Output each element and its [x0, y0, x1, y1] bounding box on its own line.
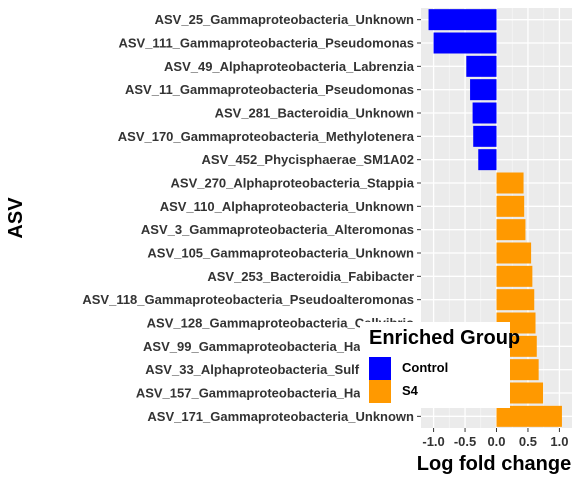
bar — [473, 125, 497, 147]
y-tick-label: ASV_128_Gammaproteobacteria_Cellvibrio — [147, 316, 414, 331]
bar — [496, 242, 532, 264]
x-tick-label: 0.0 — [487, 434, 505, 449]
y-tick-label: ASV_105_Gammaproteobacteria_Unknown — [147, 246, 414, 261]
bar — [496, 219, 526, 241]
y-tick-label: ASV_253_Bacteroidia_Fabibacter — [207, 269, 414, 284]
y-tick-label: ASV_452_Phycisphaerae_SM1A02 — [202, 152, 414, 167]
y-tick-label: ASV_25_Gammaproteobacteria_Unknown — [155, 12, 414, 27]
x-tick-label: 1.0 — [550, 434, 568, 449]
y-tick-label: ASV_281_Bacteroidia_Unknown — [215, 106, 414, 121]
y-tick-label: ASV_171_Gammaproteobacteria_Unknown — [147, 409, 414, 424]
x-tick-label: -0.5 — [454, 434, 476, 449]
x-axis-label: Log fold change — [417, 453, 571, 475]
y-axis-label: ASV — [5, 197, 27, 239]
x-tick-label: -1.0 — [422, 434, 444, 449]
bar — [428, 9, 497, 31]
y-tick-label: ASV_170_Gammaproteobacteria_Methylotener… — [118, 129, 415, 144]
legend-label-s4: S4 — [402, 383, 418, 398]
bar — [478, 149, 497, 171]
y-tick-label: ASV_33_Alphaproteobacteria_Sulfitobacter — [145, 362, 414, 377]
bar — [496, 265, 533, 287]
y-tick-label: ASV_110_Alphaproteobacteria_Unknown — [160, 199, 414, 214]
y-tick-label: ASV_118_Gammaproteobacteria_Pseudoaltero… — [82, 292, 414, 307]
y-tick-label: ASV_3_Gammaproteobacteria_Alteromonas — [141, 222, 414, 237]
bar — [496, 405, 562, 427]
bar — [470, 79, 497, 101]
x-tick-label: 0.5 — [519, 434, 537, 449]
legend-key-s4 — [369, 380, 391, 403]
bar — [496, 195, 525, 217]
bar — [433, 32, 497, 54]
y-tick-label: ASV_99_Gammaproteobacteria_Halomonas — [143, 339, 414, 354]
y-axis-ticks: ASV_25_Gammaproteobacteria_Unknown ASV_11… — [82, 12, 421, 424]
legend-key-control — [369, 357, 391, 380]
y-tick-label: ASV_111_Gammaproteobacteria_Pseudomonas — [118, 36, 414, 51]
y-tick-label: ASV_157_Gammaproteobacteria_Halomonas — [136, 386, 414, 401]
legend: Enriched Group Control S4 — [360, 322, 520, 408]
y-tick-label: ASV_11_Gammaproteobacteria_Pseudomonas — [125, 82, 414, 97]
y-tick-label: ASV_49_Alphaproteobacteria_Labrenzia — [164, 59, 415, 74]
bar — [496, 172, 524, 194]
legend-title: Enriched Group — [369, 327, 521, 349]
bar — [466, 55, 497, 77]
y-tick-label: ASV_270_Alphaproteobacteria_Stappia — [171, 176, 415, 191]
legend-label-control: Control — [402, 360, 449, 375]
bar — [496, 289, 535, 311]
x-axis-ticks: -1.0 -0.5 0.0 0.5 1.0 — [422, 428, 568, 449]
bar — [472, 102, 497, 124]
